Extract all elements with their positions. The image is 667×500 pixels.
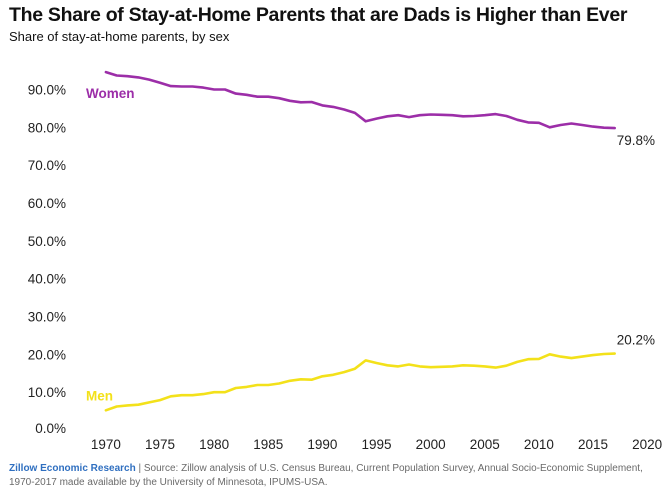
y-tick-label: 60.0%: [28, 196, 66, 211]
y-tick-label: 40.0%: [28, 272, 66, 287]
series-lines: [104, 70, 617, 412]
x-tick-label: 1980: [199, 437, 229, 452]
footer-source-note: Zillow Economic Research | Source: Zillo…: [9, 462, 659, 490]
y-tick-label: 0.0%: [35, 421, 66, 436]
footer-source: Source: Zillow analysis of U.S. Census B…: [9, 463, 643, 488]
chart-subtitle: Share of stay-at-home parents, by sex: [9, 29, 230, 44]
y-tick-label: 50.0%: [28, 234, 66, 249]
series-label-men: Men: [86, 388, 113, 403]
x-tick-label: 1970: [91, 437, 121, 452]
series-end-value-men: 20.2%: [617, 333, 655, 348]
x-tick-label: 1995: [362, 437, 392, 452]
footer-separator: |: [135, 463, 144, 474]
y-axis: 0.0% 10.0% 20.0% 30.0% 40.0% 50.0% 60.0% 70.0% 8…: [28, 82, 66, 436]
x-tick-label: 2000: [416, 437, 446, 452]
series-line-men: [104, 352, 617, 412]
series-labels: Women 79.8% Men 20.2%: [86, 86, 655, 403]
y-tick-label: 20.0%: [28, 347, 66, 362]
line-chart: 0.0% 10.0% 20.0% 30.0% 40.0% 50.0% 60.0% 70.0% 8…: [28, 70, 662, 452]
x-tick-label: 2010: [524, 437, 554, 452]
x-tick-label: 2020: [632, 437, 662, 452]
y-tick-label: 80.0%: [28, 120, 66, 135]
series-label-women: Women: [86, 86, 135, 101]
x-tick-label: 1990: [307, 437, 337, 452]
x-tick-label: 2005: [470, 437, 500, 452]
y-tick-label: 30.0%: [28, 309, 66, 324]
y-tick-label: 70.0%: [28, 158, 66, 173]
chart-title: The Share of Stay-at-Home Parents that a…: [9, 4, 628, 26]
series-line-women: [104, 70, 617, 130]
series-end-value-women: 79.8%: [617, 133, 655, 148]
x-tick-label: 1985: [253, 437, 283, 452]
x-tick-label: 2015: [578, 437, 608, 452]
y-tick-label: 90.0%: [28, 82, 66, 97]
y-tick-label: 10.0%: [28, 385, 66, 400]
footer-brand: Zillow Economic Research: [9, 463, 136, 474]
x-tick-label: 1975: [145, 437, 175, 452]
x-axis: 1970 1975 1980 1985 1990 1995 2000 2005 2010 2015…: [91, 437, 662, 452]
